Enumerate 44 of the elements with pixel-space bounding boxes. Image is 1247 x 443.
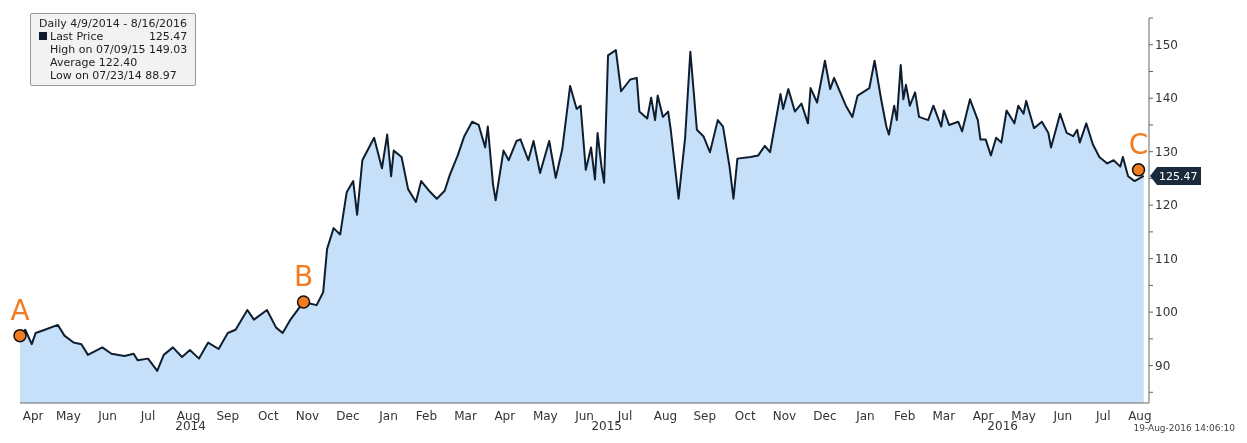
x-tick-label: Mar xyxy=(454,408,477,423)
y-tick-label: 140 xyxy=(1155,91,1178,106)
x-tick-label: Feb xyxy=(894,408,916,423)
x-tick-label: Jun xyxy=(1052,408,1073,423)
x-tick-label: Nov xyxy=(772,408,797,423)
y-tick-label: 100 xyxy=(1155,305,1178,320)
y-tick-label: 130 xyxy=(1155,144,1178,159)
y-tick-label: 110 xyxy=(1155,251,1178,266)
x-tick-label: Jun xyxy=(574,408,594,423)
x-tick-label: Apr xyxy=(494,408,516,423)
annotation: B xyxy=(293,259,314,293)
x-tick-label: Jan xyxy=(855,408,875,423)
x-tick-label: Aug xyxy=(176,408,201,423)
annotation: 125.47 xyxy=(148,30,188,43)
legend-label: Last Price xyxy=(49,30,104,43)
x-tick-label: May xyxy=(532,408,558,423)
x-tick-label: Nov xyxy=(295,408,320,423)
annotation: Low on 07/23/14 88.97 xyxy=(49,69,178,82)
x-tick-label: Oct xyxy=(734,408,756,423)
x-tick-label: Aug xyxy=(653,408,678,423)
x-tick-label: Feb xyxy=(415,408,438,423)
x-tick-label: Dec xyxy=(813,408,837,423)
annotation: Average 122.40 xyxy=(49,56,139,69)
x-tick-label: Apr xyxy=(22,408,44,423)
y-tick-label: 90 xyxy=(1155,358,1171,373)
legend-title: Daily 4/9/2014 - 8/16/2016 xyxy=(39,17,188,30)
x-tick-label: Aug xyxy=(1128,408,1152,423)
x-tick-label: Sep xyxy=(693,408,717,423)
x-tick-label: Sep xyxy=(216,408,240,423)
data-label: 125.47 xyxy=(1159,169,1198,183)
x-tick-label: Jun xyxy=(97,408,117,423)
y-tick-label: 150 xyxy=(1155,38,1178,52)
x-tick-label: Jan xyxy=(378,408,398,423)
annotation: High on 07/09/15 149.03 xyxy=(49,43,188,56)
x-tick-label: May xyxy=(55,408,81,423)
x-tick-label: Jul xyxy=(1095,408,1111,423)
annotation: C xyxy=(1128,127,1149,161)
y-tick-label: 120 xyxy=(1155,198,1178,213)
x-tick-label: Oct xyxy=(257,408,279,423)
x-tick-label: Mar xyxy=(932,408,956,423)
text: 19-Aug-2016 14:06:10 xyxy=(1133,423,1235,433)
x-tick-label: Jul xyxy=(139,408,156,423)
x-tick-label: Dec xyxy=(336,408,360,423)
annotation: A xyxy=(10,293,30,327)
